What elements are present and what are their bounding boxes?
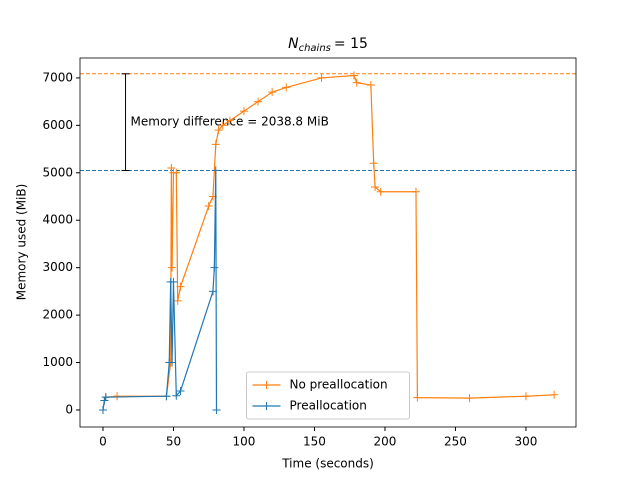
line <box>102 74 555 411</box>
y-tick-label: 2000 <box>42 308 73 322</box>
marker <box>366 81 375 90</box>
title-text: = 15 <box>334 36 368 52</box>
plot-area <box>80 58 576 427</box>
marker <box>239 107 248 116</box>
title-symbol: N <box>288 36 299 52</box>
marker <box>218 121 227 130</box>
marker <box>172 168 181 177</box>
marker <box>176 386 185 395</box>
x-tick-label: 300 <box>514 435 537 449</box>
marker <box>204 201 213 210</box>
y-tick-label: 6000 <box>42 118 73 132</box>
series <box>98 71 559 414</box>
y-tick-label: 3000 <box>42 260 73 274</box>
marker <box>211 140 220 149</box>
marker <box>173 296 182 305</box>
marker <box>465 394 474 403</box>
x-tick-label: 200 <box>374 435 397 449</box>
marker <box>113 392 122 401</box>
title-subscript: chains <box>299 43 331 54</box>
y-tick-label: 5000 <box>42 165 73 179</box>
marker <box>349 71 358 80</box>
x-tick-label: 150 <box>303 435 326 449</box>
marker <box>550 390 559 399</box>
x-axis-label: Time (seconds) <box>281 457 374 471</box>
marker <box>225 116 234 125</box>
marker <box>317 73 326 82</box>
legend-marker <box>262 381 271 389</box>
marker <box>369 159 378 168</box>
marker <box>413 393 422 402</box>
legend-marker <box>262 402 271 410</box>
marker <box>211 166 220 175</box>
marker <box>172 391 181 400</box>
marker <box>176 282 185 291</box>
legend-label: Preallocation <box>290 399 367 413</box>
x-tick-label: 50 <box>166 435 181 449</box>
marker <box>101 393 110 402</box>
marker <box>214 126 223 135</box>
y-tick-label: 7000 <box>42 70 73 84</box>
marker <box>254 97 263 106</box>
marker <box>282 83 291 92</box>
marker <box>208 287 217 296</box>
legend-label: No preallocation <box>290 378 388 392</box>
y-tick-label: 1000 <box>42 355 73 369</box>
marker <box>212 405 221 414</box>
series <box>98 166 221 414</box>
marker <box>169 277 178 286</box>
x-tick-label: 250 <box>444 435 467 449</box>
marker <box>521 392 530 401</box>
marker <box>210 263 219 272</box>
marker <box>168 263 177 272</box>
marker <box>411 187 420 196</box>
marker <box>352 78 361 87</box>
marker <box>167 164 176 173</box>
y-tick-label: 4000 <box>42 213 73 227</box>
marker <box>98 405 107 414</box>
marker <box>371 183 380 192</box>
axes-frame <box>79 57 577 428</box>
legend: No preallocation Preallocation <box>246 371 410 420</box>
marker <box>376 187 385 196</box>
y-tick-label: 0 <box>65 402 73 416</box>
legend-box <box>246 371 410 420</box>
marker <box>168 358 177 367</box>
marker <box>100 396 109 405</box>
marker <box>268 88 277 97</box>
x-tick-label: 100 <box>233 435 256 449</box>
marker <box>162 392 171 401</box>
y-axis-label: Memory used (MiB) <box>15 184 29 301</box>
x-tick-label: 0 <box>99 435 107 449</box>
chart-title: Nchains = 15 <box>288 36 368 54</box>
